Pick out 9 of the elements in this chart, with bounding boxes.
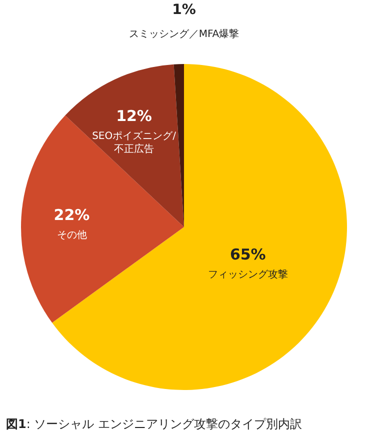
slice-label: その他: [56, 228, 87, 241]
data-label: 12%: [116, 106, 152, 125]
text: 図1: ソーシャル エンジニアリング攻撃のタイプ別内訳: [6, 417, 302, 431]
data-label: 65%: [230, 246, 266, 264]
data-label: 1%: [172, 2, 196, 18]
slice-label: SEOポイズニング/不正広告: [92, 130, 177, 155]
slice-label: フィッシング攻撃: [208, 268, 288, 281]
slice-label: スミッシング／MFA爆撃: [128, 28, 240, 40]
data-label: 22%: [54, 206, 90, 224]
